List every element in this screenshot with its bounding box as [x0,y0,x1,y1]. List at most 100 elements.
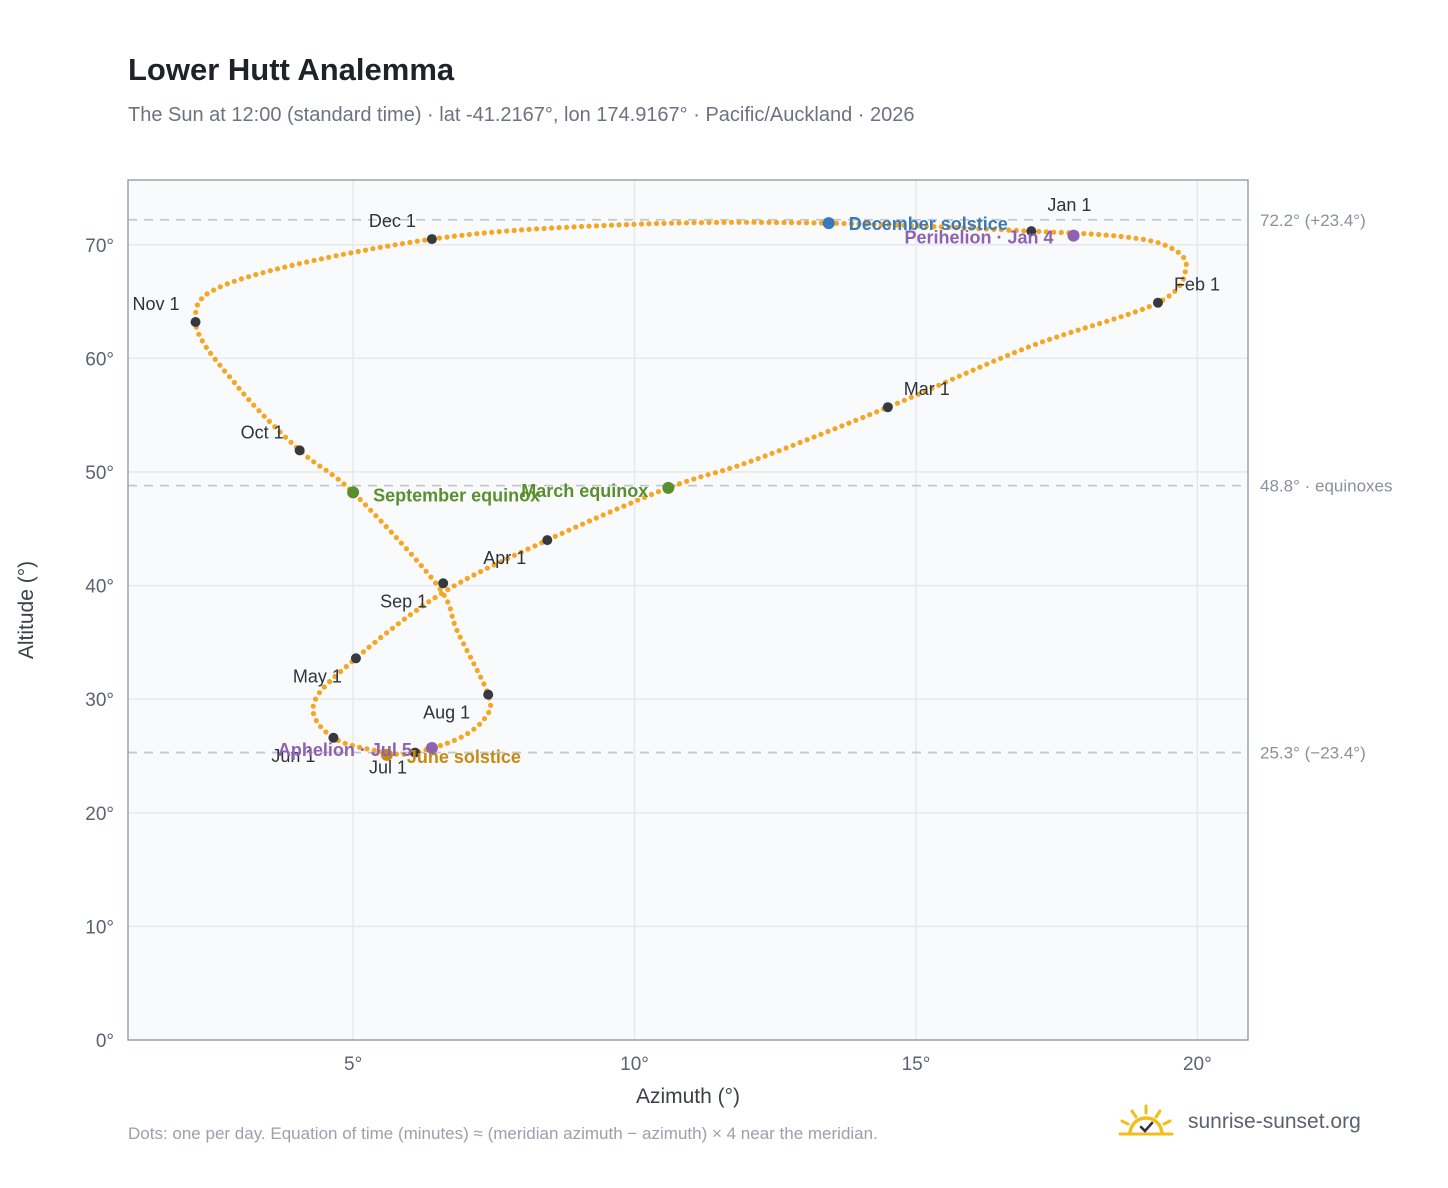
day-dot [378,635,384,641]
day-dot [646,221,652,227]
day-dot [593,223,600,229]
day-dot [541,225,547,232]
day-dot [549,225,555,231]
day-dot [846,420,852,426]
event-label: December solstice [849,214,1008,234]
month-label: Sep 1 [380,591,427,611]
day-dot [705,472,711,478]
day-dot [266,418,272,424]
day-dot [1111,316,1117,322]
day-dot [781,219,787,226]
day-dot [504,228,510,234]
day-dot [727,465,733,471]
day-dot [916,223,922,229]
day-dot [458,734,464,740]
day-dot [313,718,319,724]
day-dot [193,309,199,315]
day-dot [1054,334,1060,340]
day-dot [1036,228,1042,235]
day-dot [956,373,962,379]
day-dot [841,220,847,227]
day-dot [1025,344,1031,350]
y-axis-title: Altitude (°) [15,561,38,659]
day-dot [867,412,873,418]
day-dot [488,702,494,708]
reference-lines [128,218,1248,754]
day-dot [395,621,401,627]
day-dot [1018,347,1025,353]
day-dot [296,261,302,267]
day-dot [642,494,648,500]
day-dot [1180,276,1186,282]
day-dot [449,613,455,619]
reference-label: 72.2° (+23.4°) [1260,211,1366,230]
month-label: Nov 1 [133,294,180,314]
month-label: Jan 1 [1047,195,1091,215]
y-tick-label: 0° [96,1031,114,1052]
day-dot [648,491,655,498]
day-dot [706,219,712,226]
day-dot [393,535,399,541]
day-dot [1169,245,1175,251]
day-dot [734,463,740,469]
day-dot [253,272,259,278]
day-dot [327,679,333,685]
day-dot [631,221,637,227]
day-dot [465,730,471,737]
day-dot [1082,325,1088,331]
day-dot [564,224,570,230]
day-dot [385,243,391,249]
day-dot [457,634,463,640]
day-dot [401,616,407,622]
day-dot [326,254,332,260]
day-dot [712,470,719,476]
day-dot [961,225,967,231]
day-dot [1126,234,1132,240]
day-dot [208,350,214,356]
day-dot [893,222,900,228]
day-dot [378,518,384,524]
day-dot [426,599,432,605]
day-dot [1177,283,1183,289]
day-dot [238,276,244,282]
brand[interactable]: sunrise-sunset.org [1118,1100,1361,1144]
day-dot [946,224,952,230]
day-dot [984,361,990,367]
day-dot [413,557,419,563]
day-dot [437,743,443,749]
day-dot [261,413,267,419]
day-dot [489,229,495,235]
event-dot [662,481,675,494]
reference-labels: 72.2° (+23.4°) 48.8° · equinoxes 25.3° (−2… [1260,211,1393,763]
day-dot [498,559,504,565]
day-dot [1097,320,1103,327]
reference-label: 25.3° (−23.4°) [1260,744,1366,763]
day-dot [511,552,517,558]
day-dot [251,402,257,408]
day-dot [621,503,627,509]
day-dot [1155,240,1161,246]
day-dot [691,220,697,226]
day-dot [246,274,252,280]
day-dot [1162,242,1168,248]
day-dot [991,358,997,364]
day-dot [976,226,982,232]
day-dot [894,400,901,406]
day-dot [525,546,531,552]
day-dot [341,481,347,487]
month-label: Jun 1 [271,746,315,766]
day-dot [1103,232,1109,238]
day-dot [451,583,457,589]
day-dot [839,423,845,429]
day-dot [316,690,323,696]
day-dot [211,287,217,293]
day-dot [481,716,488,722]
day-dot [566,527,572,533]
day-dot [586,518,593,524]
y-tick-label: 50° [85,463,114,484]
day-dot [977,364,983,370]
day-dot [683,220,690,226]
month-dot [410,747,421,758]
day-dot [321,684,327,690]
